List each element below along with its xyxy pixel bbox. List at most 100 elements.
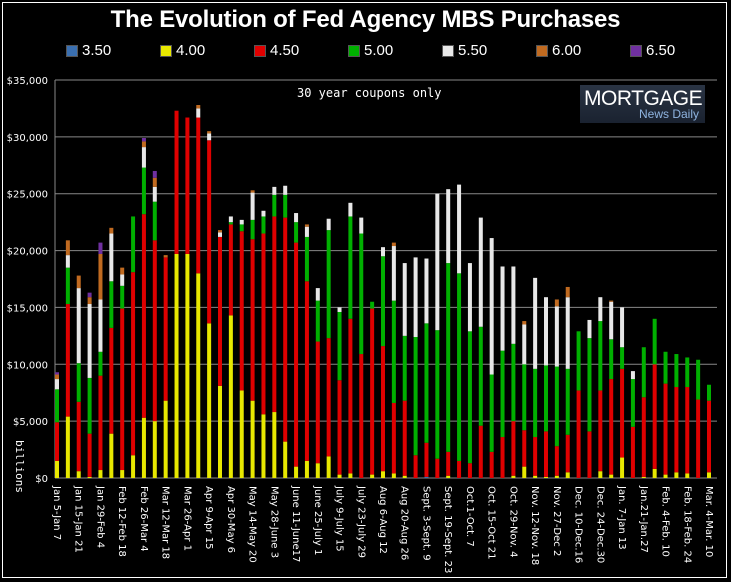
bar-segment-5-00 [272, 194, 277, 217]
bar-segment-5-00 [598, 321, 603, 391]
bar-segment-5-50 [598, 297, 603, 322]
bar-segment-5-00 [641, 347, 646, 398]
y-tick-label: $10,000 [7, 360, 48, 371]
logo-main-text: MORTGAGE [584, 87, 703, 110]
bar-segment-5-50 [239, 219, 244, 225]
bar-segment-4-00 [652, 468, 657, 478]
bar-segment-6-00 [196, 105, 201, 109]
bar-segment-4-00 [98, 470, 103, 478]
legend-item-3-50: 3.50 [66, 42, 111, 59]
x-tick-label: Nov. 27-Dec 2 [551, 486, 562, 556]
bar-segment-6-00 [522, 321, 527, 325]
x-tick-label: Aug 20-Aug 26 [399, 486, 410, 560]
x-tick-label: Dec. 24-Dec.30 [594, 486, 605, 563]
bar-segment-6-00 [76, 275, 81, 289]
bar-segment-5-50 [565, 297, 570, 369]
bar-segment-6-00 [218, 230, 222, 233]
x-tick-label: Mar. 4-Mar. 10 [703, 486, 714, 557]
x-tick-label: Oct.1-Oct. 7 [464, 486, 475, 547]
x-tick-label: Aug 6-Aug 12 [377, 486, 388, 554]
bar-segment-4-50 [185, 117, 190, 254]
bar-segment-6-00 [163, 255, 168, 258]
bar-segment-5-00 [304, 236, 309, 282]
bar-segment-4-50 [500, 437, 505, 478]
bar-segment-4-50 [457, 460, 462, 478]
bar-segment-5-50 [544, 297, 548, 366]
bar-segment-4-50 [250, 239, 255, 401]
bar-segment-6-50 [87, 292, 92, 298]
bar-segment-5-50 [435, 193, 440, 331]
bar-segment-4-50 [630, 426, 635, 478]
y-axis-label: billions [13, 440, 26, 493]
bar-segment-5-00 [120, 285, 125, 309]
bar-segment-4-00 [65, 416, 70, 478]
bar-segment-5-00 [424, 323, 429, 443]
bar-segment-4-50 [326, 338, 331, 457]
legend-label: 3.50 [82, 42, 112, 59]
bar-segment-4-50 [478, 425, 483, 478]
bar-segment-6-00 [565, 286, 570, 298]
bar-segment-4-50 [413, 455, 418, 478]
bar-segment-5-00 [663, 351, 668, 384]
bar-segment-5-00 [565, 368, 570, 435]
bar-segment-5-50 [283, 185, 288, 195]
x-tick-label: Jan 29-Feb 4 [94, 485, 105, 548]
bar-segment-5-50 [261, 210, 266, 217]
bar-segment-5-00 [674, 354, 679, 388]
bar-segment-4-00 [446, 475, 451, 478]
legend-item-4-00: 4.00 [160, 42, 205, 59]
legend-label: 6.50 [646, 42, 676, 59]
bar-segment-5-00 [239, 224, 244, 232]
bar-segment-6-00 [207, 131, 212, 134]
bar-segment-4-50 [435, 458, 440, 478]
bar-segment-5-00 [391, 300, 396, 403]
bar-segment-5-00 [576, 331, 581, 391]
bar-segment-5-50 [65, 255, 70, 268]
legend-swatch [66, 44, 78, 57]
x-tick-label: May 14-May 20 [247, 486, 258, 563]
bar-segment-4-00 [544, 476, 548, 478]
x-tick-label: Jan. 7-Jan 13 [616, 485, 627, 550]
bar-segment-4-00 [348, 473, 353, 478]
bar-segment-5-50 [402, 263, 407, 336]
bar-segment-6-00 [554, 299, 559, 307]
bar-segment-4-50 [239, 231, 244, 391]
bar-segment-4-50 [533, 437, 538, 476]
bar-segment-5-00 [402, 335, 407, 401]
bar-segment-4-00 [196, 273, 201, 478]
legend-item-6-00: 6.00 [536, 42, 581, 59]
bar-segment-4-50 [489, 451, 494, 478]
bar-segment-6-00 [65, 240, 70, 256]
x-tick-label: Jan.21-Jan.27 [638, 485, 649, 553]
bar-segment-5-00 [435, 330, 440, 459]
bar-segment-5-50 [55, 379, 59, 390]
bar-segment-5-00 [500, 350, 505, 438]
bar-segment-4-00 [250, 400, 255, 478]
bar-segment-4-50 [120, 308, 125, 471]
bar-segment-6-00 [55, 374, 59, 380]
bar-segment-6-00 [141, 141, 146, 148]
bar-segment-5-50 [620, 307, 625, 348]
bar-segment-4-00 [283, 441, 288, 478]
bar-segment-5-50 [294, 213, 299, 223]
bar-segment-4-00 [620, 457, 625, 478]
bar-segment-5-00 [98, 351, 103, 376]
bar-segment-5-00 [381, 256, 385, 347]
bar-segment-5-50 [196, 108, 201, 118]
bar-segment-4-50 [109, 327, 114, 434]
bar-segment-4-50 [381, 346, 385, 472]
x-tick-label: Apr 30-May 6 [225, 486, 236, 553]
bar-segment-4-50 [587, 431, 592, 478]
bar-segment-4-00 [239, 390, 244, 478]
bar-segment-4-00 [381, 471, 385, 478]
bar-segment-5-00 [489, 374, 494, 452]
bar-segment-5-50 [424, 258, 429, 324]
bar-segment-5-00 [620, 347, 625, 369]
bar-segment-5-00 [261, 216, 266, 234]
bar-segment-4-50 [685, 387, 690, 474]
bar-segment-4-50 [402, 400, 407, 476]
bar-segment-5-00 [131, 216, 136, 273]
y-tick-label: $5,000 [13, 417, 48, 428]
x-tick-label: Sept. 19-Sept. 23 [442, 486, 453, 573]
